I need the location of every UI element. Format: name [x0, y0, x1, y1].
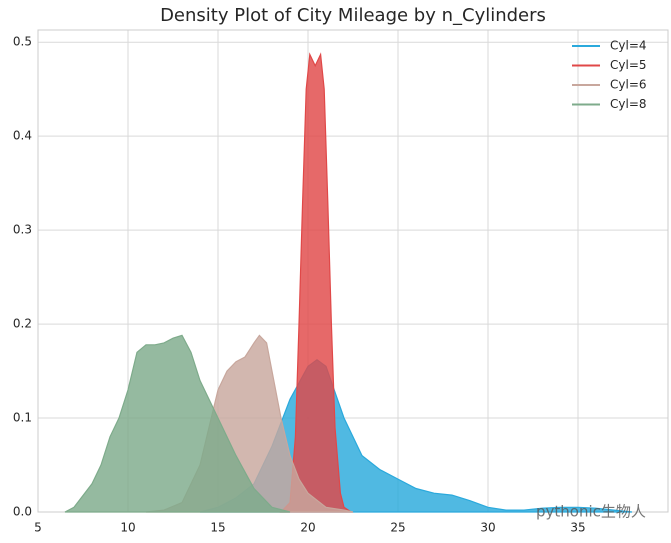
x-tick-label: 35 [570, 521, 585, 535]
chart-title: Density Plot of City Mileage by n_Cylind… [160, 5, 546, 26]
y-tick-label: 0.4 [13, 129, 32, 143]
x-tick-label: 15 [210, 521, 225, 535]
legend-label: Cyl=6 [610, 78, 647, 92]
density-area [279, 52, 354, 513]
y-tick-label: 0.0 [13, 505, 32, 519]
legend-label: Cyl=4 [610, 39, 647, 53]
legend-label: Cyl=8 [610, 97, 647, 111]
x-tick-label: 25 [390, 521, 405, 535]
density-area [64, 334, 291, 513]
y-tick-label: 0.2 [13, 317, 32, 331]
x-tick-label: 20 [300, 521, 315, 535]
x-tick-label: 10 [120, 521, 135, 535]
watermark: pythonic生物人 [536, 503, 646, 521]
y-tick-label: 0.1 [13, 411, 32, 425]
legend-label: Cyl=5 [610, 58, 647, 72]
x-tick-label: 5 [34, 521, 42, 535]
x-tick-label: 30 [480, 521, 495, 535]
y-tick-label: 0.5 [13, 35, 32, 49]
y-tick-label: 0.3 [13, 223, 32, 237]
